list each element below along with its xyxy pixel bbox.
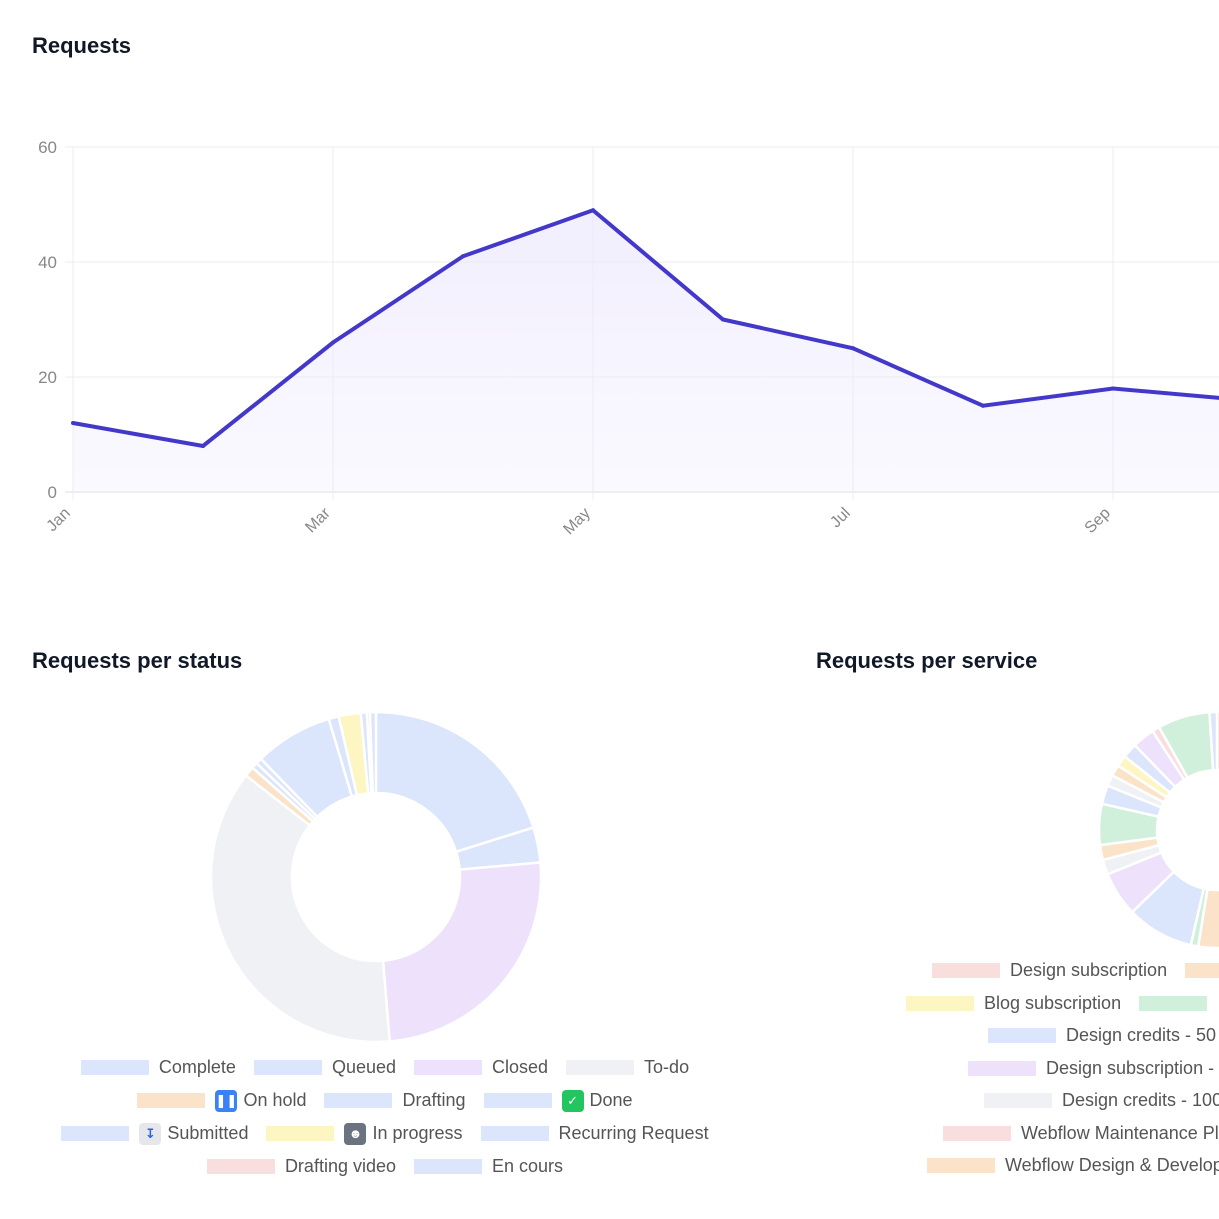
- legend-swatch: [988, 1028, 1056, 1043]
- y-tick-label: 0: [48, 483, 57, 502]
- x-tick-label: Sep: [1082, 505, 1114, 537]
- legend-label: Drafting video: [284, 1156, 396, 1176]
- legend-item-design-subscription[interactable]: Design subscription: [932, 960, 1219, 981]
- y-tick-label: 60: [38, 138, 57, 157]
- slice-complete: [374, 710, 535, 854]
- legend-label: In progress: [372, 1123, 463, 1143]
- data-point-may: [591, 208, 595, 213]
- legend-swatch: [1185, 963, 1219, 978]
- legend-item-drafting-video[interactable]: Drafting video: [206, 1155, 396, 1178]
- series-line: [72, 207, 1219, 449]
- slice-en-cours: [368, 710, 378, 795]
- x-tick-label: Jan: [44, 505, 74, 535]
- legend-swatch: [206, 1159, 275, 1174]
- legend-swatch: [414, 1060, 483, 1075]
- legend-item-drafting[interactable]: Drafting: [324, 1089, 466, 1112]
- inbox-tray-icon: ↧: [139, 1122, 162, 1145]
- y-tick-label: 40: [38, 253, 57, 272]
- slice-17: [1208, 710, 1219, 772]
- requests-title: Requests: [32, 33, 132, 58]
- legend-label: Design subscription: [1010, 960, 1168, 980]
- legend-swatch: [253, 1060, 322, 1075]
- data-point-aug: [981, 403, 985, 408]
- legend-swatch: [61, 1126, 130, 1141]
- legend-item-closed[interactable]: Closed: [414, 1056, 548, 1079]
- data-point-feb: [201, 444, 205, 448]
- legend-swatch: [906, 996, 974, 1011]
- legend-item-on-hold[interactable]: ❚❚ On hold: [137, 1089, 306, 1112]
- legend-label: En cours: [492, 1156, 564, 1176]
- data-point-jul: [851, 346, 855, 351]
- legend-item-en-cours[interactable]: En cours: [414, 1155, 563, 1178]
- slice-to-do: [209, 773, 392, 1044]
- legend-label: Design credits - 100: [1062, 1090, 1219, 1110]
- legend-label: To-do: [644, 1057, 690, 1077]
- legend-item-in-progress[interactable]: ☻ In progress: [266, 1122, 463, 1145]
- slice-closed: [381, 861, 543, 1043]
- legend-item-design-credits-50[interactable]: Design credits - 50: [988, 1025, 1216, 1046]
- legend-label: Recurring Request: [558, 1123, 709, 1143]
- data-point-apr: [461, 254, 465, 259]
- legend-item-blog-subscription[interactable]: Blog subscription: [906, 993, 1208, 1014]
- legend-label: Design credits - 50: [1066, 1025, 1217, 1045]
- requests-per-status-donut: [209, 710, 543, 1044]
- legend-label: Design subscription -: [1046, 1058, 1215, 1078]
- legend-item-queued[interactable]: Queued: [253, 1056, 397, 1079]
- legend-swatch: [984, 1093, 1052, 1108]
- legend-label: Queued: [331, 1057, 397, 1077]
- y-tick-label: 20: [38, 368, 57, 387]
- legend-swatch: [566, 1060, 635, 1075]
- requests-per-service-title: Requests per service: [816, 648, 1038, 673]
- legend-item-webflow-maintenance-pl[interactable]: Webflow Maintenance Pl: [943, 1123, 1219, 1144]
- pause-icon: ❚❚: [215, 1089, 238, 1112]
- legend-item-done[interactable]: ✓ Done: [483, 1089, 633, 1112]
- x-tick-label: Jul: [827, 505, 853, 531]
- legend-label: Submitted: [167, 1123, 249, 1143]
- data-point-jun: [721, 317, 725, 322]
- legend-label: On hold: [243, 1090, 307, 1110]
- legend-item-complete[interactable]: Complete: [80, 1056, 236, 1079]
- legend-swatch: [968, 1061, 1036, 1076]
- requests-per-status-title: Requests per status: [32, 648, 243, 673]
- legend-swatch: [932, 963, 1000, 978]
- x-tick-label: May: [560, 505, 593, 538]
- series-area-fill: [73, 210, 1219, 492]
- legend-item-webflow-design-develop[interactable]: Webflow Design & Develop: [927, 1155, 1219, 1176]
- legend-item-submitted[interactable]: ↧ Submitted: [61, 1122, 248, 1145]
- legend-swatch: [480, 1126, 549, 1141]
- legend-swatch: [137, 1093, 206, 1108]
- legend-item-to-do[interactable]: To-do: [566, 1056, 689, 1079]
- legend-swatch: [943, 1126, 1011, 1141]
- requests-per-service-legend: Design subscription Blog subscription Desi…: [0, 960, 1219, 1190]
- requests-per-service-donut: [1097, 710, 1219, 950]
- legend-label: Webflow Design & Develop: [1005, 1155, 1219, 1175]
- legend-swatch: [1139, 996, 1208, 1011]
- legend-item-recurring-request[interactable]: Recurring Request: [480, 1122, 709, 1145]
- legend-swatch: [414, 1159, 482, 1174]
- legend-label: Drafting: [402, 1090, 466, 1110]
- legend-label: Closed: [492, 1057, 549, 1077]
- legend-label: Blog subscription: [984, 993, 1122, 1013]
- legend-item-design-subscription-[interactable]: Design subscription -: [968, 1058, 1214, 1079]
- legend-item-design-credits-100[interactable]: Design credits - 100: [984, 1090, 1219, 1111]
- x-tick-label: Mar: [302, 504, 334, 536]
- data-point-jan: [71, 421, 75, 425]
- data-point-mar: [331, 340, 335, 345]
- legend-label: Done: [589, 1090, 633, 1110]
- legend-swatch: [266, 1126, 335, 1141]
- legend-label: Webflow Maintenance Pl: [1021, 1123, 1219, 1143]
- legend-swatch: [80, 1060, 149, 1075]
- data-point-sep: [1111, 386, 1115, 391]
- legend-swatch: [324, 1093, 393, 1108]
- requests-line-chart: 0 20 40 60 Jan Mar May Jul Sep: [38, 138, 1219, 538]
- technologist-icon: ☻: [344, 1122, 367, 1145]
- check-icon: ✓: [561, 1089, 584, 1112]
- legend-swatch: [927, 1158, 995, 1173]
- slice-2: [1196, 887, 1219, 950]
- requests-per-status-legend: Complete Queued Closed To-do ❚❚ On hold Drafti…: [40, 1056, 730, 1178]
- legend-swatch: [483, 1093, 552, 1108]
- legend-label: Complete: [158, 1057, 236, 1077]
